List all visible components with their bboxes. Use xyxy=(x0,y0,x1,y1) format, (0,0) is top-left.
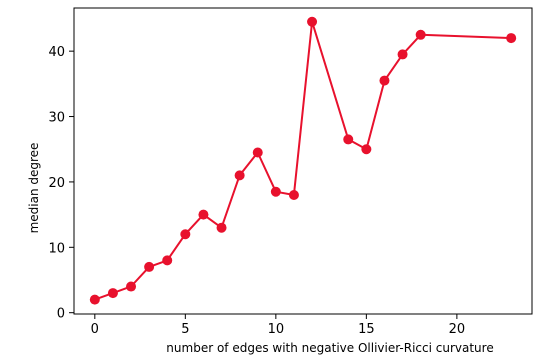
data-point xyxy=(270,186,281,197)
data-point xyxy=(144,261,155,272)
data-point xyxy=(361,144,372,155)
data-point xyxy=(180,229,191,240)
data-point xyxy=(234,170,245,181)
data-point xyxy=(89,294,100,305)
x-tick-label: 5 xyxy=(181,322,189,337)
data-point xyxy=(288,190,299,200)
data-point xyxy=(397,49,408,60)
data-point xyxy=(506,33,517,44)
data-point xyxy=(162,255,173,266)
data-point xyxy=(343,134,354,145)
x-axis-label: number of edges with negative Ollivier-R… xyxy=(166,341,493,355)
y-tick-label: 10 xyxy=(48,241,65,256)
y-tick-label: 0 xyxy=(57,307,65,322)
y-tick-label: 40 xyxy=(48,45,65,60)
data-point xyxy=(198,209,209,220)
y-tick-label: 20 xyxy=(48,176,65,191)
x-tick-label: 0 xyxy=(91,322,99,337)
plot-frame xyxy=(73,7,533,315)
data-point xyxy=(126,281,137,292)
data-point xyxy=(415,29,426,40)
x-tick-label: 10 xyxy=(268,322,285,337)
y-tick-label: 30 xyxy=(48,111,65,126)
data-point xyxy=(379,75,390,86)
series-line xyxy=(94,20,512,301)
x-tick-label: 20 xyxy=(449,322,466,337)
data-point xyxy=(252,147,263,158)
y-axis-label: median degree xyxy=(27,143,41,234)
data-point xyxy=(307,16,318,27)
x-tick-label: 15 xyxy=(358,322,375,337)
data-point xyxy=(107,288,118,299)
data-point xyxy=(216,222,227,233)
